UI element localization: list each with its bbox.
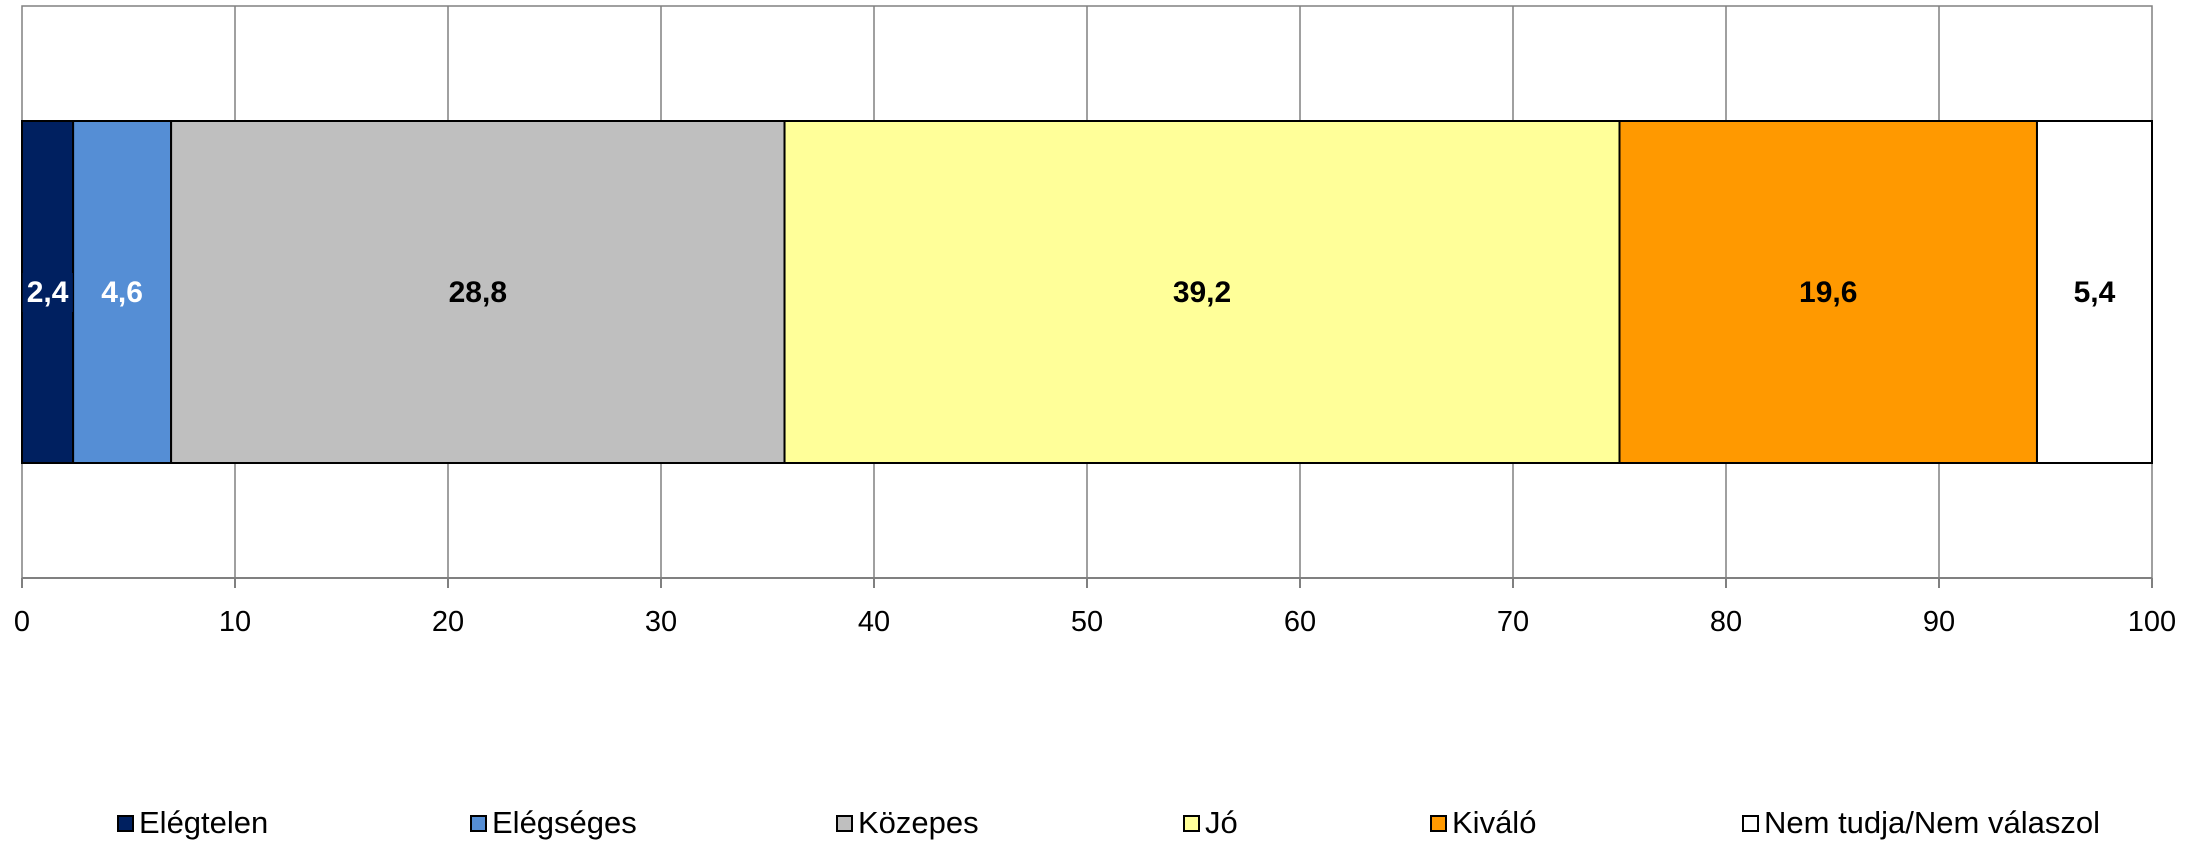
legend-item-6: Nem tudja/Nem válaszol — [1742, 805, 2100, 841]
legend-item-1: Elégtelen — [117, 805, 268, 841]
data-label-2: 4,6 — [101, 276, 143, 309]
chart-legend: Elégtelen Elégséges Közepes Jó Kiváló Nem tud… — [0, 805, 2198, 845]
x-tick-label-0: 0 — [14, 606, 30, 638]
legend-item-5: Kiváló — [1430, 805, 1536, 841]
legend-label-1: Elégtelen — [139, 805, 269, 840]
legend-label-4: Jó — [1205, 805, 1238, 840]
data-label-1-background — [22, 273, 73, 312]
data-label-3: 28,8 — [449, 276, 507, 309]
x-tick-label-60: 60 — [1284, 606, 1316, 638]
bar-segment-5 — [1618, 120, 2038, 464]
data-label-4: 39,2 — [1173, 276, 1231, 309]
bar-segment-2 — [72, 120, 173, 464]
x-tick-label-70: 70 — [1497, 606, 1529, 638]
x-tick-label-30: 30 — [645, 606, 677, 638]
legend-swatch-4 — [1183, 814, 1200, 832]
legend-label-3: Közepes — [858, 805, 979, 840]
legend-swatch-2 — [470, 814, 487, 832]
x-tick-label-40: 40 — [858, 606, 890, 638]
bar-segment-6 — [2035, 120, 2153, 464]
data-label-1: 2,4 — [27, 276, 69, 309]
legend-label-2: Elégséges — [492, 805, 637, 840]
legend-swatch-3 — [836, 814, 853, 832]
legend-swatch-5 — [1430, 814, 1447, 832]
data-label-6: 5,4 — [2074, 276, 2116, 309]
legend-item-2: Elégséges — [470, 805, 637, 841]
legend-item-3: Közepes — [836, 805, 979, 841]
legend-item-4: Jó — [1183, 805, 1238, 841]
x-tick-label-90: 90 — [1923, 606, 1955, 638]
data-label-5: 19,6 — [1799, 276, 1857, 309]
x-tick-label-80: 80 — [1710, 606, 1742, 638]
legend-label-5: Kiváló — [1452, 805, 1537, 840]
x-tick-label-100: 100 — [2128, 606, 2176, 638]
bar-segment-3 — [170, 120, 786, 464]
x-tick-label-20: 20 — [432, 606, 464, 638]
bar-segment-4 — [783, 120, 1621, 464]
x-tick-label-50: 50 — [1071, 606, 1103, 638]
legend-swatch-6 — [1742, 814, 1759, 832]
legend-label-6: Nem tudja/Nem válaszol — [1764, 805, 2100, 840]
legend-swatch-1 — [117, 814, 134, 832]
stacked-bar-chart: 2,4 4,6 28,8 39,2 19,6 5,4 0 10 20 30 40 50 60 70 80 90… — [14, 5, 2176, 638]
x-tick-label-10: 10 — [219, 606, 251, 638]
